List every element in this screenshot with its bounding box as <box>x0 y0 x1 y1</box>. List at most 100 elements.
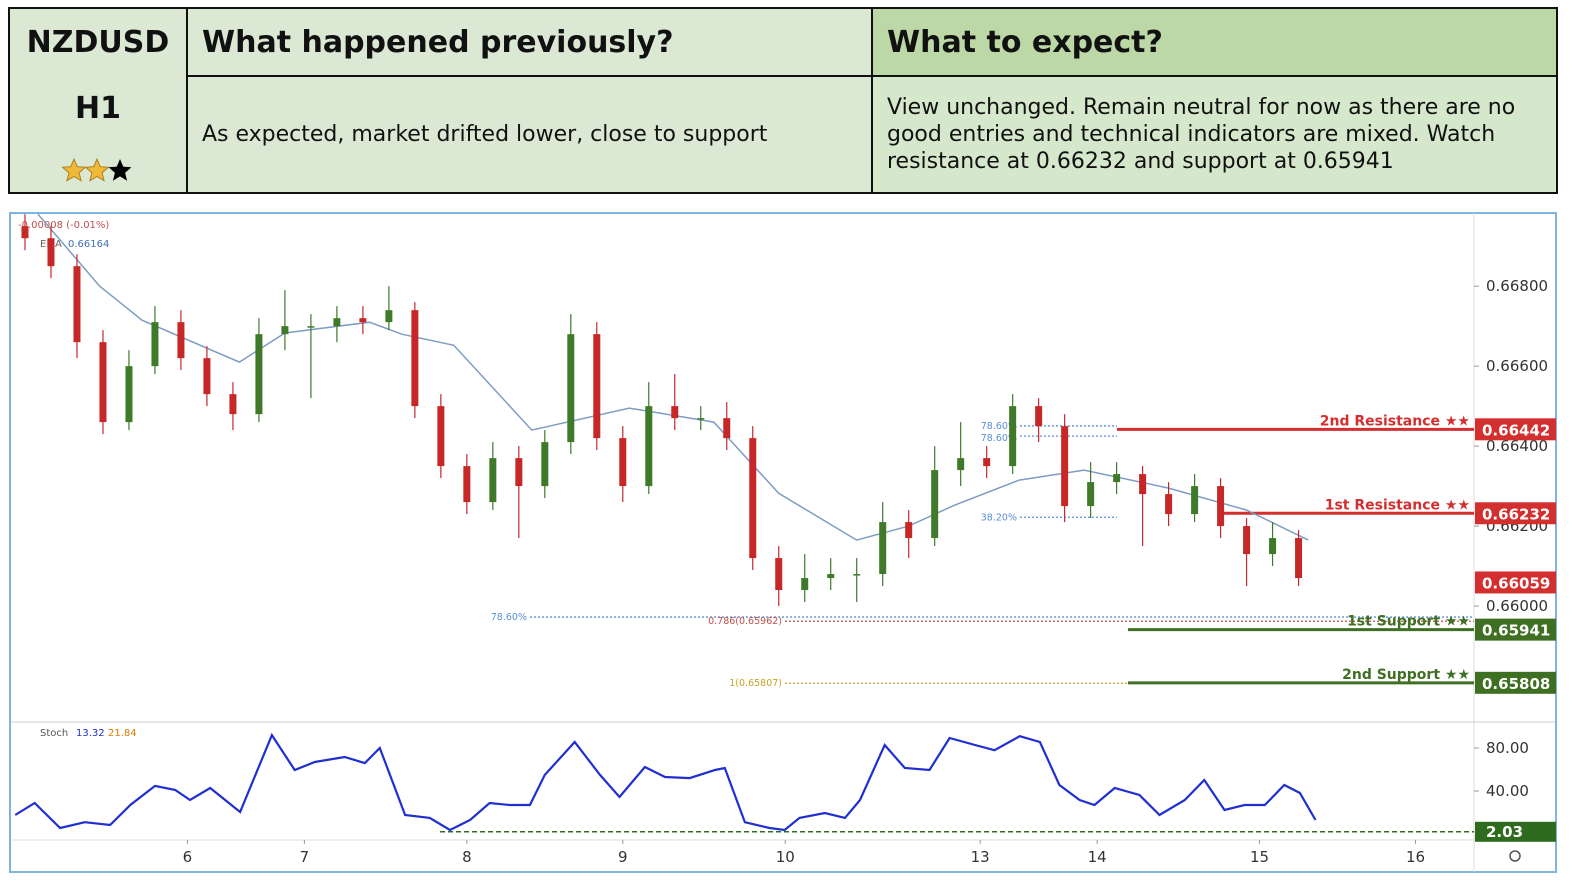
stoch-d: 21.84 <box>108 728 137 739</box>
candle-body <box>359 318 367 323</box>
stoch-k: 13.32 <box>76 728 105 739</box>
candle-body <box>73 266 81 343</box>
x-tick-label: 8 <box>462 848 472 866</box>
x-tick-label: 16 <box>1406 848 1425 866</box>
candle-body <box>385 310 393 323</box>
candle-body <box>1165 494 1173 515</box>
y-tick-label: 0.66000 <box>1486 597 1548 615</box>
symbol-cell: NZDUSD H1 <box>8 7 188 194</box>
header-previous: What happened previously? <box>186 7 873 77</box>
candle-body <box>333 318 341 327</box>
settings-icon[interactable] <box>1509 850 1521 862</box>
fib-label: 0.786(0.65962) <box>708 616 782 627</box>
symbol: NZDUSD <box>26 25 170 60</box>
candle-body <box>1087 482 1095 507</box>
candle-body <box>437 406 445 467</box>
fib-label: 38.20% <box>981 512 1017 523</box>
candle-body <box>1035 406 1043 427</box>
level-badge <box>1475 618 1556 641</box>
candle-body <box>801 578 809 591</box>
stoch-line <box>14 732 1317 832</box>
candle-body <box>1061 426 1069 507</box>
candle-body <box>853 574 861 576</box>
candle-body <box>1269 538 1277 555</box>
chart-frame <box>9 212 1557 873</box>
last-price-badge <box>1475 571 1556 594</box>
stoch-badge <box>1475 821 1556 842</box>
chart: -0.00008 (-0.01%) EMA 0.66164 Stoch 13.3… <box>9 212 1557 873</box>
previous-text: As expected, market drifted lower, close… <box>186 75 873 194</box>
last-price-label: 0.66059 <box>1482 574 1550 592</box>
x-tick-label: 13 <box>971 848 990 866</box>
candle-body <box>151 322 159 367</box>
candle-body <box>307 326 315 328</box>
candle-body <box>463 466 471 503</box>
level-label: 1st Support ★★ <box>1347 614 1470 630</box>
candle-body <box>125 366 133 423</box>
timeframe: H1 <box>75 91 121 126</box>
star <box>62 157 87 182</box>
stoch-badge-label: 2.03 <box>1486 823 1523 841</box>
candle-body <box>229 394 237 415</box>
level-label: 1st Resistance ★★ <box>1325 497 1470 513</box>
y-tick-label: 40.00 <box>1486 782 1529 800</box>
level-badge-label: 0.66442 <box>1482 421 1550 439</box>
candle-body <box>671 406 679 419</box>
x-tick-label: 6 <box>183 848 193 866</box>
candle-body <box>645 406 653 487</box>
summary-table: NZDUSD H1 What happened previously? What… <box>8 7 1558 194</box>
fib-label: 78.60% <box>981 433 1017 444</box>
fib-label: 78.60% <box>491 612 527 623</box>
candle-body <box>749 438 757 559</box>
candle-body <box>931 470 939 539</box>
candle-body <box>1139 474 1147 495</box>
candle-body <box>1009 406 1017 467</box>
candle-body <box>281 326 289 335</box>
header-expect: What to expect? <box>871 7 1558 77</box>
change-text: -0.00008 (-0.01%) <box>18 220 109 231</box>
candle-body <box>177 322 185 359</box>
candle-body <box>567 334 575 443</box>
candle-body <box>1191 486 1199 515</box>
candle-body <box>1113 474 1121 483</box>
star <box>84 157 110 182</box>
candle-body <box>1217 486 1225 527</box>
candle-body <box>619 438 627 487</box>
y-tick-label: 0.66600 <box>1486 357 1548 375</box>
candle-body <box>723 418 731 439</box>
x-tick-label: 14 <box>1088 848 1107 866</box>
candle-body <box>593 334 601 439</box>
candle-body <box>489 458 497 503</box>
candle-body <box>827 574 835 579</box>
y-tick-label: 80.00 <box>1486 739 1529 757</box>
level-label: 2nd Support ★★ <box>1342 667 1470 683</box>
star <box>108 159 132 181</box>
x-tick-label: 10 <box>776 848 795 866</box>
candle-body <box>957 458 965 471</box>
rating-stars <box>62 157 132 182</box>
x-tick-label: 9 <box>618 848 628 866</box>
candle-body <box>541 442 549 487</box>
level-badge <box>1475 671 1556 694</box>
fib-label: 1(0.65807) <box>729 678 782 689</box>
level-badge-label: 0.66232 <box>1482 505 1550 523</box>
y-tick-label: 0.66400 <box>1486 437 1548 455</box>
candle-body <box>255 334 263 415</box>
ema-legend-value: 0.66164 <box>68 239 109 250</box>
candle-body <box>47 238 55 267</box>
x-tick-label: 15 <box>1250 848 1269 866</box>
y-tick-label: 0.66800 <box>1486 277 1548 295</box>
candle-body <box>203 358 211 395</box>
candle-body <box>983 458 991 467</box>
level-label: 2nd Resistance ★★ <box>1320 413 1470 429</box>
candle-body <box>1295 538 1303 579</box>
x-tick-label: 7 <box>300 848 310 866</box>
candle-body <box>411 310 419 407</box>
level-badge-label: 0.65941 <box>1482 622 1550 640</box>
candle-body <box>21 226 29 239</box>
fib-label: 78.60% <box>981 421 1017 432</box>
candle-body <box>1243 526 1251 555</box>
candle-body <box>99 342 107 423</box>
candle-body <box>775 558 783 591</box>
